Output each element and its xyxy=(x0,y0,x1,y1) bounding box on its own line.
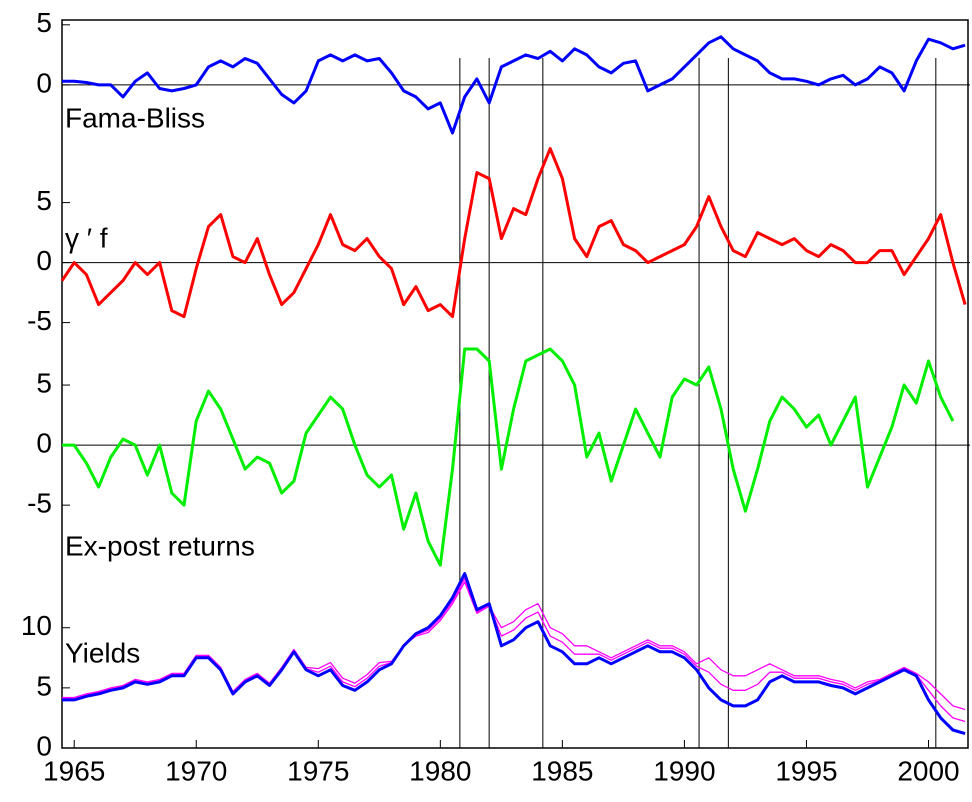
data-line xyxy=(62,347,955,567)
y-tick-label: 5 xyxy=(36,367,52,398)
x-tick-label: 1990 xyxy=(653,755,715,786)
x-tick-label: 2000 xyxy=(897,755,959,786)
panel-label: Ex-post returns xyxy=(65,530,255,561)
panel-label: Yields xyxy=(65,637,140,668)
x-tick-label: 1975 xyxy=(287,755,349,786)
x-tick-label: 1995 xyxy=(775,755,837,786)
y-tick-label: 5 xyxy=(36,185,52,216)
y-tick-label: 0 xyxy=(36,427,52,458)
x-tick-label: 1965 xyxy=(43,755,105,786)
panel-label: Fama-Bliss xyxy=(65,102,205,133)
y-tick-label: 5 xyxy=(36,7,52,38)
y-tick-label: 0 xyxy=(36,730,52,761)
x-tick-label: 1970 xyxy=(165,755,227,786)
y-tick-label: 0 xyxy=(36,245,52,276)
data-line xyxy=(62,35,966,135)
y-tick-label: -5 xyxy=(27,305,52,336)
plot-frame xyxy=(61,19,969,749)
y-tick-label: 5 xyxy=(36,670,52,701)
data-line xyxy=(62,572,966,736)
data-line xyxy=(62,581,966,711)
panel-label: γ ′ f xyxy=(65,222,108,253)
data-line xyxy=(62,577,966,723)
y-tick-label: 10 xyxy=(21,610,52,641)
y-tick-label: -5 xyxy=(27,488,52,519)
data-line xyxy=(60,147,967,319)
y-tick-label: 0 xyxy=(36,67,52,98)
x-tick-label: 1980 xyxy=(409,755,471,786)
x-tick-label: 1985 xyxy=(531,755,593,786)
